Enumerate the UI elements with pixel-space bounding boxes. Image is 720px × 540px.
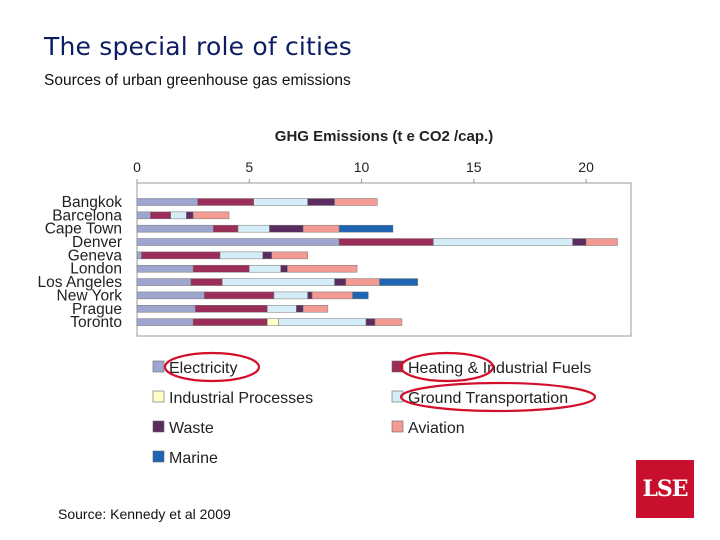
plot-area (136, 182, 632, 337)
bar-denver-waste (572, 238, 587, 246)
bar-los-angeles-aviation (345, 278, 380, 286)
x-tick-label-0: 0 (133, 159, 141, 175)
legend-swatch-ground-transportation (391, 390, 404, 403)
legend-label-electricity: Electricity (169, 360, 237, 377)
category-label-new-york: New York (57, 287, 123, 304)
legend-swatch-aviation (391, 420, 404, 433)
slide-title: The special role of cities (44, 32, 353, 61)
bar-prague-waste (296, 305, 304, 313)
legend-label-industrial-processes: Industrial Processes (169, 390, 313, 407)
bar-denver-heating-industrial-fuels (338, 238, 434, 246)
bar-toronto-electricity (136, 318, 194, 326)
bar-cape-town-ground-transportation (237, 224, 270, 233)
bar-geneva-electricity (136, 251, 142, 260)
lse-logo: LSE (636, 460, 694, 518)
bar-cape-town-aviation (302, 224, 340, 233)
bar-barcelona-electricity (136, 211, 151, 220)
bar-prague-ground-transportation (266, 305, 297, 313)
category-label-denver: Denver (72, 234, 122, 251)
bar-cape-town-waste (269, 224, 304, 233)
bar-new-york-marine (352, 291, 369, 300)
bar-bangkok-heating-industrial-fuels (197, 198, 255, 206)
legend-label-heating-industrial-fuels: Heating & Industrial Fuels (408, 360, 591, 377)
bar-london-waste (280, 264, 288, 273)
bar-geneva-heating-industrial-fuels (141, 251, 221, 260)
legend-swatch-marine (152, 450, 165, 463)
x-tick-label-5: 5 (245, 159, 253, 175)
bar-bangkok-aviation (334, 198, 378, 206)
legend-swatch-electricity (152, 360, 165, 373)
category-label-los-angeles: Los Angeles (38, 274, 123, 291)
bar-london-electricity (136, 264, 194, 273)
category-label-prague: Prague (72, 301, 122, 318)
category-label-cape-town: Cape Town (45, 221, 122, 238)
bar-prague-aviation (302, 305, 329, 313)
bar-denver-aviation (585, 238, 618, 246)
legend-label-ground-transportation: Ground Transportation (408, 390, 568, 407)
bar-toronto-ground-transportation (278, 318, 367, 326)
bar-bangkok-electricity (136, 198, 198, 206)
bar-los-angeles-marine (379, 278, 418, 286)
bar-geneva-aviation (271, 251, 308, 260)
bar-barcelona-ground-transportation (170, 211, 187, 220)
highlight-circle-electricity (163, 351, 261, 383)
legend-swatch-heating-industrial-fuels (391, 360, 404, 373)
bar-new-york-heating-industrial-fuels (204, 291, 275, 300)
bar-barcelona-aviation (192, 211, 230, 220)
legend-swatch-industrial-processes (152, 390, 165, 403)
bar-toronto-waste (365, 318, 376, 326)
lse-logo-text: LSE (642, 476, 688, 502)
category-label-barcelona: Barcelona (52, 207, 122, 224)
highlight-circle-ground-transportation (399, 381, 597, 413)
bar-denver-electricity (136, 238, 340, 246)
category-label-london: London (70, 261, 122, 278)
bar-london-aviation (287, 264, 358, 273)
bar-barcelona-heating-industrial-fuels (150, 211, 171, 220)
bar-cape-town-electricity (136, 224, 214, 233)
bar-geneva-waste (262, 251, 272, 260)
bar-new-york-ground-transportation (273, 291, 308, 300)
bar-toronto-heating-industrial-fuels (192, 318, 268, 326)
bar-cape-town-heating-industrial-fuels (213, 224, 239, 233)
bar-los-angeles-electricity (136, 278, 192, 286)
bar-denver-ground-transportation (433, 238, 573, 246)
chart-title: GHG Emissions (t e CO2 /cap.) (275, 128, 493, 145)
bar-geneva-ground-transportation (219, 251, 263, 260)
slide-subtitle: Sources of urban greenhouse gas emission… (44, 72, 351, 89)
legend-label-aviation: Aviation (408, 420, 465, 437)
bar-los-angeles-heating-industrial-fuels (190, 278, 223, 286)
bar-new-york-electricity (136, 291, 205, 300)
x-tick-label-15: 15 (466, 159, 482, 175)
bar-london-heating-industrial-fuels (192, 264, 250, 273)
legend-swatch-waste (152, 420, 165, 433)
category-label-bangkok: Bangkok (62, 194, 123, 211)
legend-label-marine: Marine (169, 450, 218, 467)
bar-new-york-aviation (311, 291, 353, 300)
category-label-toronto: Toronto (70, 314, 122, 331)
source-citation: Source: Kennedy et al 2009 (58, 506, 231, 522)
bar-cape-town-marine (338, 224, 394, 233)
bar-los-angeles-ground-transportation (222, 278, 335, 286)
bar-new-york-waste (307, 291, 313, 300)
bar-barcelona-waste (186, 211, 194, 220)
bar-prague-electricity (136, 305, 196, 313)
category-label-geneva: Geneva (68, 247, 123, 264)
legend-label-waste: Waste (169, 420, 214, 437)
bar-bangkok-waste (307, 198, 335, 206)
highlight-circle-heating-industrial-fuels (399, 351, 495, 383)
bar-toronto-industrial-processes (266, 318, 279, 326)
bar-london-ground-transportation (249, 264, 281, 273)
bar-toronto-aviation (374, 318, 403, 326)
bar-bangkok-ground-transportation (253, 198, 308, 206)
x-tick-label-20: 20 (578, 159, 594, 175)
bar-los-angeles-waste (334, 278, 347, 286)
bar-prague-heating-industrial-fuels (195, 305, 268, 313)
x-tick-label-10: 10 (354, 159, 370, 175)
